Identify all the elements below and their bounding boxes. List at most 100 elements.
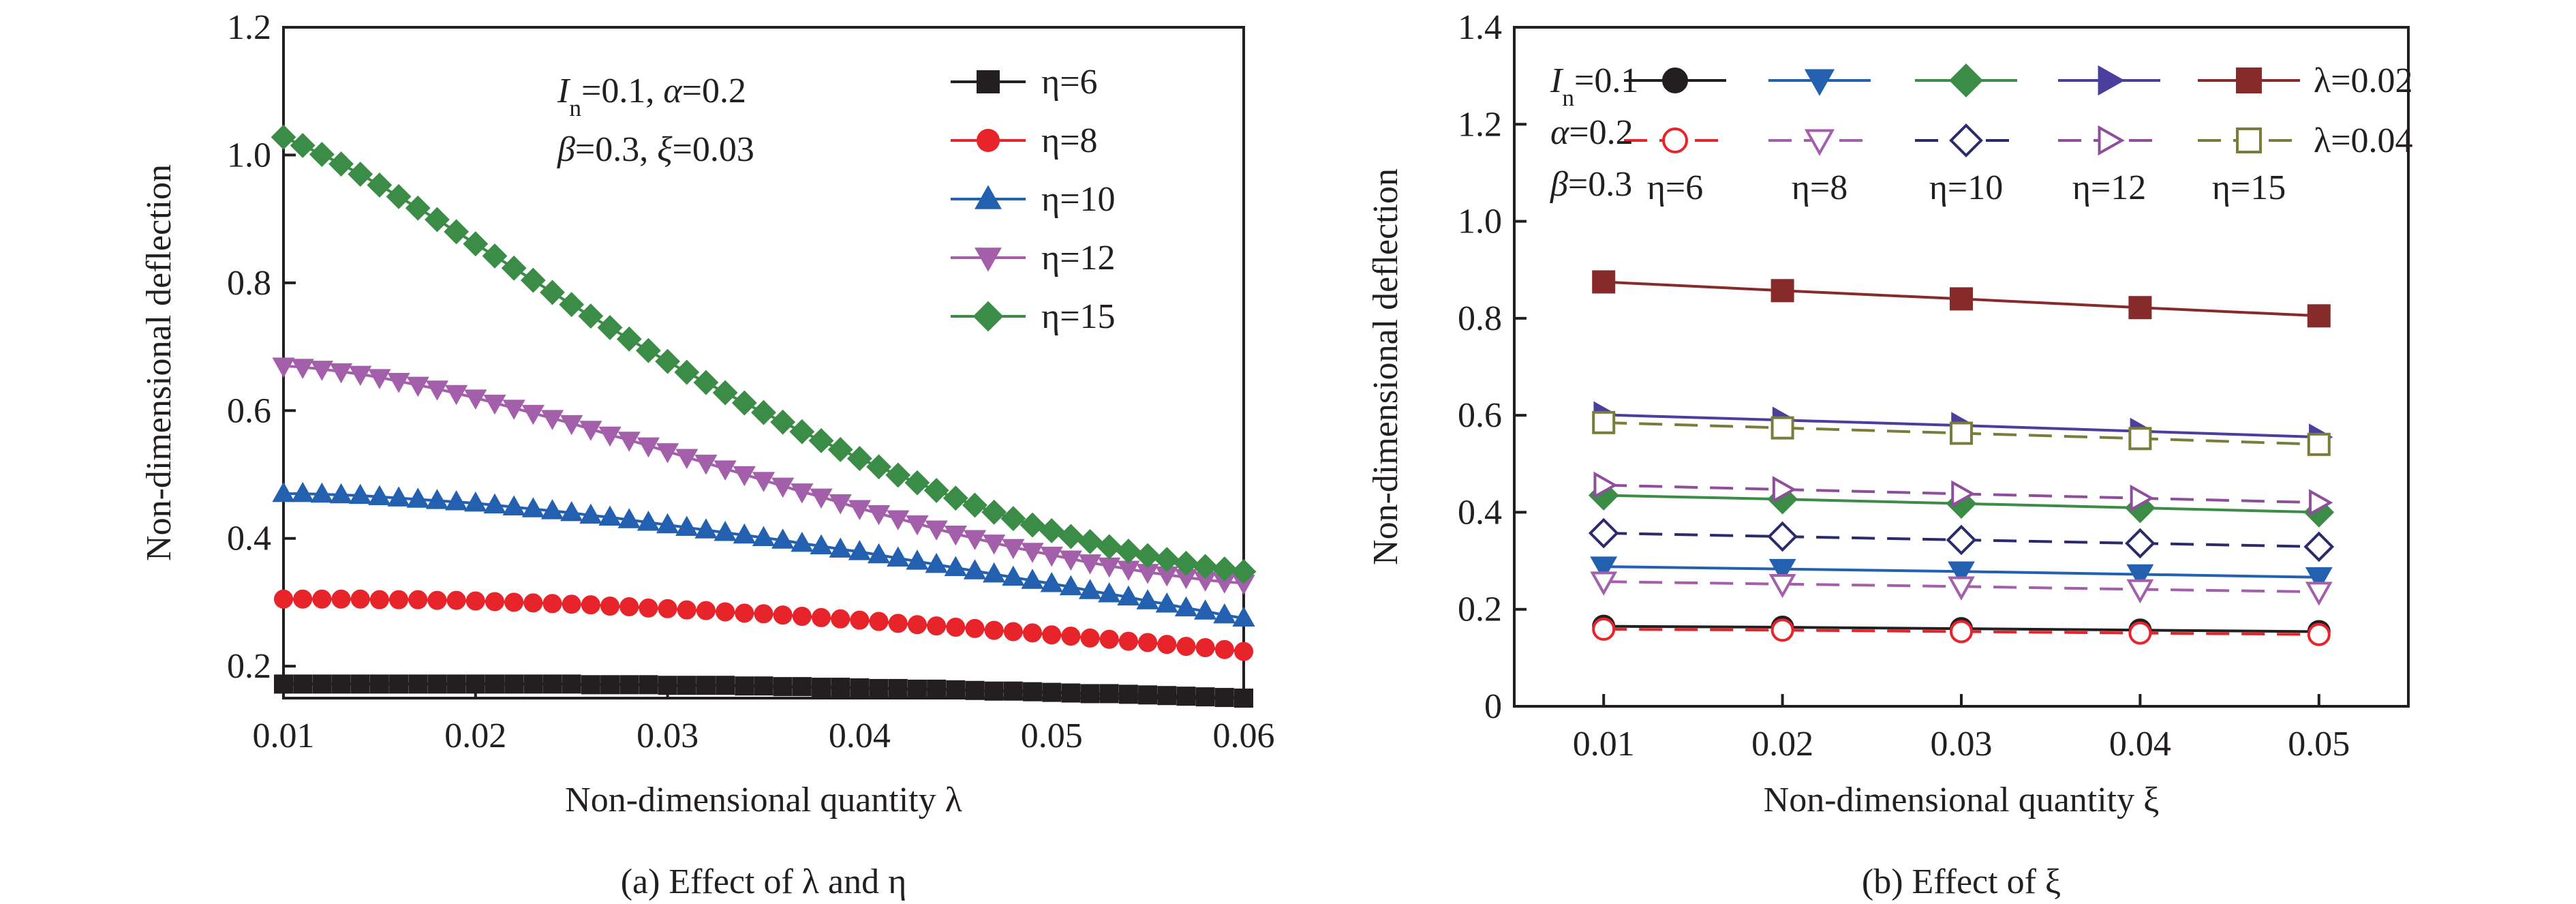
data-point [1232,606,1255,627]
data-point [792,677,812,697]
data-point [309,142,335,167]
legend-eta-label: η=12 [2072,168,2147,207]
data-point [368,369,391,389]
data-point [425,380,449,401]
data-point [846,446,872,471]
data-point [1195,687,1215,707]
x-tick-label: 0.02 [444,717,506,755]
data-point [1768,558,1796,584]
y-tick-label: 0.2 [1458,590,1502,629]
series-8-0-04 [1590,571,2333,606]
legend: η=6 η=8 η=10 η=12 η=15 [951,63,1116,336]
legend-marker [2236,67,2262,93]
data-point [617,432,641,452]
data-point [1002,565,1025,586]
data-point [754,676,773,696]
data-point [291,481,314,502]
data-point [598,505,622,526]
data-point [773,677,793,697]
parameter-annotation: α=0.2 [1550,113,1634,152]
annotation-part: I [557,72,571,110]
data-point [406,487,429,508]
data-point [387,486,410,507]
data-point [446,590,466,610]
y-axis-label: Non-dimensional deflection [140,164,179,561]
legend-lambda-label: λ=0.02 [2314,61,2413,100]
data-point [293,589,313,609]
legend-marker [2098,65,2125,96]
data-point [540,410,564,430]
data-point [1099,684,1119,704]
legend-label: η=15 [1041,297,1116,336]
data-point [2126,564,2154,589]
x-tick-label: 0.03 [637,717,699,755]
data-point [906,549,929,570]
data-point [387,372,410,393]
data-point [1003,622,1023,642]
legend-label: η=12 [1041,239,1116,277]
series-15-0-04 [1592,410,2331,456]
data-point [293,674,313,694]
data-point [1000,506,1026,532]
data-point [810,488,833,509]
data-point [694,454,718,475]
data-point [812,607,831,627]
series-10 [272,481,1255,627]
data-point [696,601,716,620]
data-point [331,674,351,694]
panel-a-chart: 0.01 0.02 0.03 0.04 0.05 0.06 0.2 0.4 0.6 0.8 1.0 1… [140,8,1275,901]
data-point [1077,528,1103,554]
data-point [2309,489,2333,517]
data-point [464,491,487,512]
data-point [866,454,892,480]
data-point [540,280,565,305]
legend-marker [1662,67,1688,93]
data-point [714,460,737,481]
data-point [693,370,719,395]
data-point [369,590,389,609]
data-point [677,676,696,695]
data-point [1948,576,1975,601]
series-8 [274,589,1253,661]
legend-eta-label: η=8 [1792,168,1848,207]
legend-item-6: η=6 [951,63,1098,102]
data-point [331,589,351,609]
data-point [655,348,681,374]
data-point [274,589,293,609]
legend-lambda-label: λ=0.04 [2314,121,2413,160]
data-point [1592,617,1616,641]
data-point [1194,599,1217,620]
legend-sample-12-0-02 [2058,65,2160,96]
y-tick-label: 1.4 [1458,8,1502,47]
data-point [658,599,677,618]
data-point [1214,639,1234,659]
parameter-annotation: In=0.1 [1550,61,1638,111]
data-point [1117,585,1140,606]
y-tick-label: 0.4 [227,519,271,558]
parameter-annotation: β=0.3 [1550,165,1632,204]
data-point [1080,684,1100,704]
data-point [907,679,927,699]
data-point [1176,637,1196,657]
data-point [1118,684,1138,704]
legend-marker [972,301,1004,332]
legend-marker [2236,127,2262,153]
data-point [716,676,735,695]
data-point [1021,543,1044,563]
data-point [983,562,1006,583]
data-point [1213,603,1236,624]
data-point [1040,546,1063,567]
series-6 [274,674,1253,708]
data-point [579,421,602,441]
series-10-0-04 [1588,517,2335,562]
data-point [1059,575,1083,596]
data-point [942,485,968,511]
data-point [944,525,967,546]
legend-marker [1949,63,1983,97]
annotation-part: n [1562,84,1574,111]
data-point [946,617,966,637]
data-point [1590,556,1618,581]
data-point [389,590,409,609]
annotation-part: =0.3 [1568,165,1632,204]
